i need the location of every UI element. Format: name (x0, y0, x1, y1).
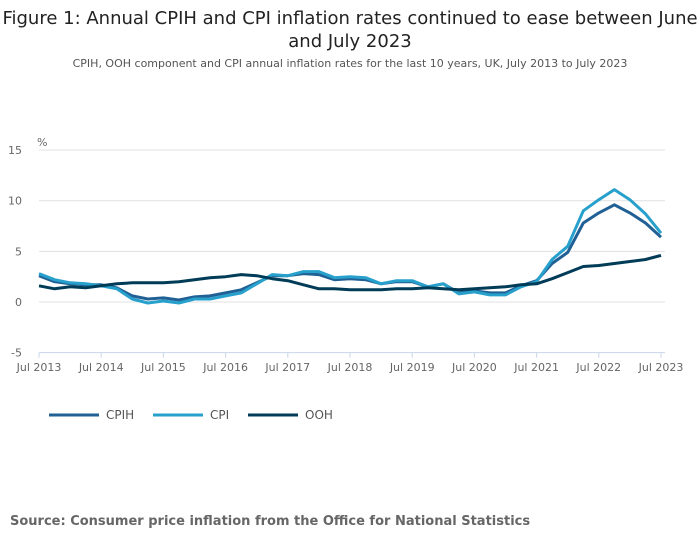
x-tick-label: Jul 2015 (140, 361, 186, 374)
legend-label-cpi: CPI (210, 408, 229, 422)
x-tick-label: Jul 2019 (389, 361, 435, 374)
series-line-cpih (38, 203, 663, 302)
x-tick-label: Jul 2018 (327, 361, 373, 374)
y-tick-label: 5 (15, 245, 22, 258)
x-tick-label: Jul 2020 (451, 361, 497, 374)
y-tick-label: 15 (8, 144, 22, 157)
legend-label-ooh: OOH (305, 408, 333, 422)
legend-label-cpih: CPIH (106, 408, 134, 422)
x-tick-label: Jul 2022 (575, 361, 621, 374)
chart-subtitle: CPIH, OOH component and CPI annual infla… (72, 57, 628, 70)
x-tick-label: Jul 2013 (16, 361, 62, 374)
x-tick-label: Jul 2021 (513, 361, 559, 374)
y-tick-label: -5 (11, 347, 22, 360)
x-tick-label: Jul 2016 (202, 361, 248, 374)
x-tick-label: Jul 2023 (638, 361, 684, 374)
source-note: Source: Consumer price inflation from th… (10, 514, 531, 529)
y-tick-label: 10 (8, 195, 22, 208)
series-line-ooh (38, 253, 662, 292)
y-tick-label: 0 (15, 296, 22, 309)
y-axis-label: % (37, 136, 47, 149)
chart-title: Figure 1: Annual CPIH and CPI inflation … (2, 8, 698, 52)
x-tick-label: Jul 2017 (264, 361, 310, 374)
x-tick-label: Jul 2014 (78, 361, 124, 374)
series-line-cpi (38, 188, 663, 305)
